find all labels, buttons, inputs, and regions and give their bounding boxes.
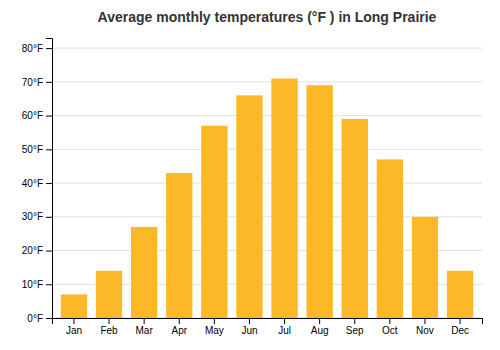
tick-mark (284, 318, 285, 324)
grid (52, 48, 482, 318)
chart: 0°F 10°F 20°F 30°F 40°F 50°F 60°F 70°F 80°F Jan Fe… (0, 0, 500, 350)
bar (201, 126, 227, 318)
tick-label: 60°F (22, 110, 43, 121)
tick-mark (46, 82, 52, 83)
tick: Sep (346, 318, 364, 336)
tick: 70°F (22, 77, 52, 88)
tick: 80°F (22, 43, 52, 54)
bar (412, 217, 438, 318)
tick-label: Sep (346, 325, 364, 336)
tick-label: 20°F (22, 245, 43, 256)
tick-label: Jan (66, 325, 82, 336)
tick-mark (354, 318, 355, 324)
tick-mark (319, 318, 320, 324)
bar (61, 294, 87, 318)
tick-mark (460, 318, 461, 324)
tick: May (205, 318, 224, 336)
tick: Oct (382, 318, 398, 336)
tick-mark (109, 318, 110, 324)
tick-label: 80°F (22, 43, 43, 54)
grid-line (52, 149, 482, 150)
x-axis: Jan Feb Mar Apr May Jun Jul Aug Sep Oct Nov Dec (53, 318, 483, 336)
tick: Aug (311, 318, 329, 336)
tick: Apr (171, 318, 187, 336)
tick-label: 50°F (22, 144, 43, 155)
bar (271, 78, 297, 318)
tick-label: 0°F (27, 313, 43, 324)
tick: 20°F (22, 245, 52, 256)
tick: Jun (241, 318, 257, 336)
tick-label: 70°F (22, 77, 43, 88)
tick-label: Jul (278, 325, 291, 336)
tick: 10°F (22, 279, 52, 290)
tick: Mar (136, 318, 154, 336)
tick-mark (73, 318, 74, 324)
tick-label: 30°F (22, 211, 43, 222)
tick: Nov (416, 318, 434, 336)
tick: 40°F (22, 178, 52, 189)
tick: 60°F (22, 110, 52, 121)
plot: 0°F 10°F 20°F 30°F 40°F 50°F 60°F 70°F 80°F Jan Fe… (22, 39, 483, 337)
tick: 0°F (27, 313, 52, 324)
tick-label: 40°F (22, 178, 43, 189)
tick-mark (46, 318, 52, 319)
bar (342, 119, 368, 318)
tick-mark (179, 318, 180, 324)
tick-label: Mar (136, 325, 154, 336)
tick: 30°F (22, 211, 52, 222)
tick: Feb (100, 318, 118, 336)
grid-line (52, 48, 482, 49)
tick-label: Feb (100, 325, 118, 336)
tick-mark (46, 183, 52, 184)
tick-mark (144, 318, 145, 324)
tick-mark (46, 149, 52, 150)
bar (377, 159, 403, 318)
tick: Jul (278, 318, 291, 336)
bar (131, 227, 157, 318)
bars (61, 78, 473, 318)
tick-mark (424, 318, 425, 324)
tick-label: Jun (241, 325, 257, 336)
tick-mark (214, 318, 215, 324)
tick-label: Dec (451, 325, 469, 336)
bar (96, 271, 122, 318)
bar (447, 271, 473, 318)
tick-mark (249, 318, 250, 324)
tick-mark (46, 284, 52, 285)
tick-mark (389, 318, 390, 324)
tick: Dec (451, 318, 469, 336)
tick-label: Oct (382, 325, 398, 336)
tick-mark (46, 116, 52, 117)
tick-label: Aug (311, 325, 329, 336)
tick: Jan (66, 318, 82, 336)
grid-line (52, 81, 482, 82)
bar (166, 173, 192, 318)
bar (236, 95, 262, 318)
grid-line (52, 183, 482, 184)
tick-label: Nov (416, 325, 434, 336)
tick-mark (46, 48, 52, 49)
tick-mark (46, 251, 52, 252)
tick-mark (46, 217, 52, 218)
tick-label: May (205, 325, 224, 336)
tick: 50°F (22, 144, 52, 155)
title: Average monthly temperatures (°F ) in Lo… (98, 9, 437, 25)
tick-label: Apr (171, 325, 187, 336)
axis-line (53, 319, 483, 325)
axis-line (46, 39, 53, 319)
tick-label: 10°F (22, 279, 43, 290)
bar (306, 85, 332, 318)
y-axis: 0°F 10°F 20°F 30°F 40°F 50°F 60°F 70°F 80°F (22, 39, 53, 324)
grid-line (52, 115, 482, 116)
